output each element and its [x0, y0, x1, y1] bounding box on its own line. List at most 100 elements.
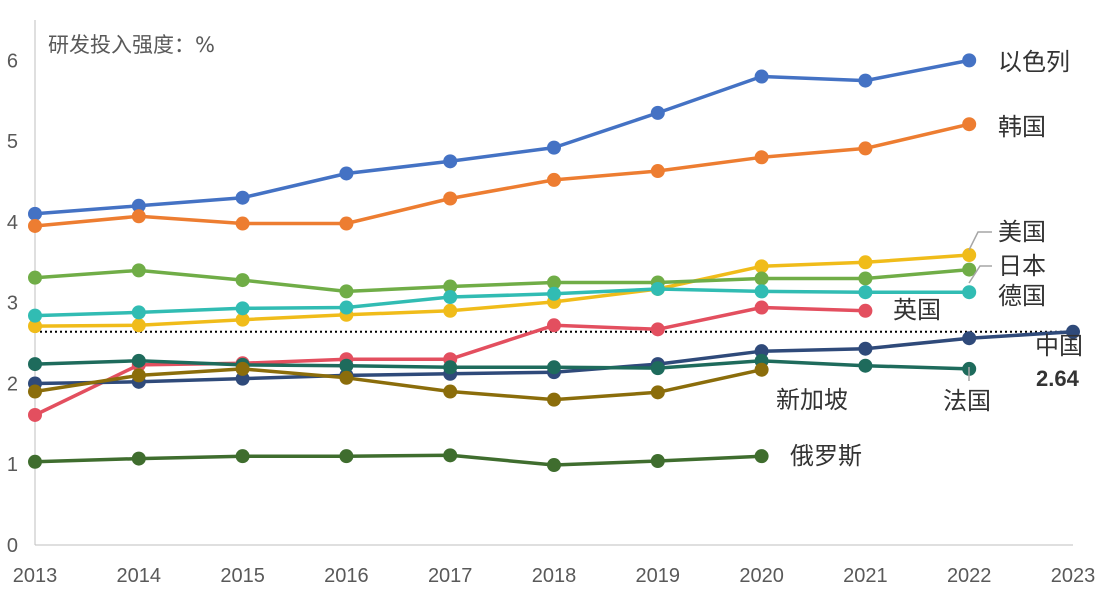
series-line	[34, 359, 970, 371]
data-point	[443, 279, 458, 294]
data-point	[858, 285, 873, 300]
y-tick-label: 2	[7, 373, 18, 395]
data-point	[443, 448, 458, 463]
data-point	[28, 308, 42, 323]
series-日本	[28, 262, 977, 299]
series-label: 美国	[998, 218, 1046, 246]
data-point	[858, 73, 873, 88]
y-tick-label: 1	[7, 454, 18, 476]
data-point	[754, 300, 769, 315]
data-point	[131, 209, 146, 224]
data-point	[235, 371, 250, 386]
data-point	[650, 322, 665, 337]
y-tick-label: 3	[7, 293, 18, 315]
data-point	[547, 286, 561, 301]
data-point	[547, 275, 561, 290]
data-point	[339, 358, 354, 373]
series-line	[34, 122, 970, 228]
data-point	[962, 285, 977, 300]
x-tick-labels: 2013 2014 2015 2016 2017 2018 2019 2020 2021 2022…	[13, 565, 1096, 587]
data-point	[858, 303, 873, 318]
y-tick-label: 6	[7, 50, 18, 72]
x-tick-label: 2017	[428, 565, 473, 587]
data-point	[754, 259, 769, 274]
data-point	[547, 172, 561, 187]
x-tick-label: 2016	[324, 565, 369, 587]
data-point	[443, 303, 458, 318]
data-point	[28, 218, 42, 233]
series-line	[34, 253, 970, 328]
y-tick-label: 5	[7, 131, 18, 153]
data-point	[858, 255, 873, 270]
data-point	[858, 341, 873, 356]
china-value-annotation: 2.64	[1036, 366, 1080, 391]
data-point	[131, 451, 146, 466]
x-tick-label: 2013	[13, 565, 58, 587]
data-point	[547, 392, 561, 407]
data-point	[650, 454, 665, 468]
x-tick-label: 2020	[739, 565, 784, 587]
data-point	[28, 454, 42, 469]
data-point	[131, 318, 146, 333]
data-point	[754, 362, 769, 377]
data-point	[858, 141, 873, 156]
series-line	[34, 287, 970, 318]
data-point	[443, 154, 458, 169]
data-point	[754, 271, 769, 286]
data-point	[339, 284, 354, 299]
data-point	[754, 449, 769, 464]
series-新加坡	[28, 361, 769, 407]
y-tick-label: 0	[7, 535, 18, 557]
data-point	[547, 140, 561, 155]
data-point	[131, 305, 146, 320]
x-tick-label: 2018	[532, 565, 577, 587]
data-point	[235, 190, 250, 205]
data-point	[28, 357, 42, 372]
series-label: 韩国	[998, 113, 1046, 141]
data-point	[962, 262, 977, 277]
series-韩国	[28, 117, 977, 233]
data-point	[235, 301, 250, 316]
series-line	[34, 453, 762, 467]
data-point	[650, 385, 665, 400]
series-label: 中国	[1035, 332, 1083, 360]
data-point	[339, 216, 354, 231]
series-中国	[28, 324, 1080, 391]
label-leader-line	[968, 231, 992, 251]
data-point	[962, 117, 977, 132]
series-label: 日本	[998, 252, 1046, 280]
data-point	[962, 331, 977, 346]
series-line	[34, 267, 970, 294]
data-point	[962, 53, 977, 68]
data-point	[547, 318, 561, 333]
data-point	[754, 284, 769, 299]
data-point	[650, 105, 665, 120]
y-tick-label: 4	[7, 212, 18, 234]
data-point	[650, 361, 665, 376]
series-label: 以色列	[998, 48, 1070, 76]
series-line	[34, 58, 970, 216]
x-tick-label: 2014	[117, 565, 162, 587]
data-point	[131, 368, 146, 383]
data-point	[339, 370, 354, 385]
series-label: 新加坡	[776, 386, 848, 414]
series-以色列	[28, 53, 977, 221]
series-lines	[28, 53, 1080, 473]
data-point	[962, 248, 977, 263]
data-point	[754, 344, 769, 359]
y-axis-label: 研发投入强度：%	[48, 33, 215, 57]
data-point	[131, 353, 146, 368]
data-point	[339, 300, 354, 315]
data-point	[443, 384, 458, 399]
data-point	[235, 216, 250, 231]
data-point	[235, 361, 250, 376]
data-point	[547, 360, 561, 375]
series-label: 俄罗斯	[790, 442, 862, 470]
data-point	[235, 449, 250, 464]
data-point	[858, 271, 873, 286]
x-tick-label: 2022	[947, 565, 992, 587]
data-point	[28, 206, 42, 221]
data-point	[28, 384, 42, 399]
